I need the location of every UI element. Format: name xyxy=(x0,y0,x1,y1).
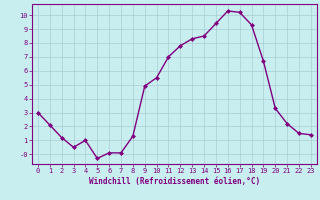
X-axis label: Windchill (Refroidissement éolien,°C): Windchill (Refroidissement éolien,°C) xyxy=(89,177,260,186)
